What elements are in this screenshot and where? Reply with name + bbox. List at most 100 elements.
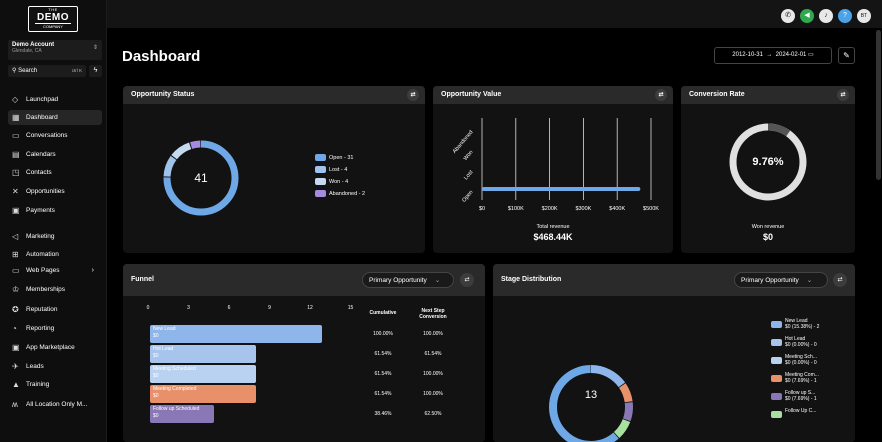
stage-pipeline-dropdown[interactable]: Primary Opportunity ⌄ [734, 272, 828, 288]
help-button[interactable]: ? [838, 9, 852, 23]
bar-open[interactable] [482, 187, 641, 191]
account-switcher[interactable]: Demo Account Glendale, CA ⇕ [8, 40, 102, 60]
legend-swatch [771, 393, 782, 400]
funnel-pipeline-dropdown[interactable]: Primary Opportunity ⌄ [362, 272, 454, 288]
date-range-picker[interactable]: 2012-10-31 → 2024-02-01 ▭ [714, 47, 832, 64]
sidebar-item-label: Payments [26, 207, 55, 214]
sidebar-item-training[interactable]: ▲ Training [8, 377, 102, 392]
sidebar-item-contacts[interactable]: ◳ Contacts [8, 165, 102, 180]
sidebar-item-label: Reputation [26, 306, 58, 313]
legend-item[interactable]: Abandoned - 2 [315, 190, 365, 197]
sidebar-item-launchpad[interactable]: ◇ Launchpad [8, 92, 102, 107]
funnel-bar[interactable]: Meeting Completed $0 [150, 385, 256, 403]
swap-icon: ⇄ [658, 92, 664, 98]
sidebar-item-opportunities[interactable]: ✕ Opportunities [8, 184, 102, 199]
nav-icon: ◁ [12, 232, 19, 241]
legend-item[interactable]: Meeting Com... $0 (7.69%) - 1 [771, 372, 819, 384]
sidebar-item-app-marketplace[interactable]: ▣ App Marketplace [8, 340, 102, 355]
donut-segment[interactable] [549, 365, 633, 442]
swap-button[interactable]: ⇄ [837, 89, 849, 101]
funnel-bar[interactable]: New Lead $0 [150, 325, 322, 343]
x-tick-label: $0 [479, 206, 485, 212]
conversion-rate-card: Conversion Rate ⇄ 9.76% Won revenue $0 [681, 86, 855, 253]
legend-item[interactable]: Won - 4 [315, 178, 348, 185]
sidebar-item-reporting[interactable]: ◔ Reporting [8, 321, 102, 336]
donut-segment[interactable] [549, 365, 633, 442]
swap-button[interactable]: ⇄ [655, 89, 667, 101]
card-title: Funnel [131, 276, 154, 283]
legend-item[interactable]: Follow Up C... [771, 408, 816, 418]
chevron-updown-icon: ⇕ [92, 45, 98, 51]
sidebar-item-calendars[interactable]: ▤ Calendars [8, 147, 102, 162]
sidebar-item-leads[interactable]: ✈ Leads [8, 359, 102, 374]
legend-item[interactable]: Hot Lead $0 (0.00%) - 0 [771, 336, 817, 348]
next-step-header: Next Step Conversion [419, 308, 447, 320]
legend-item[interactable]: Meeting Sch... $0 (0.00%) - 0 [771, 354, 817, 366]
nav-icon: ◇ [12, 95, 19, 104]
won-revenue-label: Won revenue [751, 224, 785, 230]
nav-icon: ▣ [12, 206, 20, 215]
next-step-value: 100.00% [423, 391, 443, 397]
sidebar-item-payments[interactable]: ▣ Payments [8, 203, 102, 218]
megaphone-button[interactable]: ◀ [800, 9, 814, 23]
sidebar-item-web-pages[interactable]: ▭ Web Pages › [8, 263, 102, 278]
donut-segment[interactable] [549, 365, 633, 442]
legend-item[interactable]: Follow up S... $0 (7.69%) - 1 [771, 390, 817, 402]
nav-icon: ⊞ [12, 250, 19, 259]
search-button[interactable]: ⚲ Search ctrl K [8, 65, 86, 77]
funnel-axis-label: 6 [227, 305, 231, 311]
stage-donut [549, 365, 633, 442]
funnel-axis-label: 0 [146, 305, 150, 311]
sidebar-item-label: Reporting [26, 325, 55, 332]
y-category-label: Lost [463, 169, 475, 181]
sidebar-item-all-location-only-m[interactable]: ʍ All Location Only M... [8, 397, 102, 412]
bolt-icon: ϟ [93, 67, 98, 74]
edit-dashboard-button[interactable]: ✎ [838, 47, 855, 64]
donut-segment[interactable] [163, 140, 239, 216]
calendar-icon: ▭ [808, 52, 814, 58]
funnel-bar[interactable]: Meeting Scheduled $0 [150, 365, 256, 383]
swap-button[interactable]: ⇄ [407, 89, 419, 101]
value-bar-chart: $0 $100K $200K $300K $400K $500KAbandonedWonL… [452, 118, 659, 212]
x-tick-label: $400K [609, 206, 625, 212]
x-tick-label: $300K [575, 206, 591, 212]
chevron-down-icon: ⌄ [434, 277, 441, 284]
funnel-bar[interactable]: Hot Lead $0 [150, 345, 256, 363]
sidebar-item-label: Calendars [26, 151, 56, 158]
sidebar-item-conversations[interactable]: ▭ Conversations [8, 128, 102, 143]
x-tick-label: $500K [643, 206, 659, 212]
funnel-swap-button[interactable]: ⇄ [460, 273, 474, 287]
legend-item[interactable]: Open - 31 [315, 154, 353, 161]
notifications-button[interactable]: ♪ [819, 9, 833, 23]
funnel-bar[interactable]: Follow up Scheduled $0 [150, 405, 214, 423]
quick-actions-button[interactable]: ϟ [89, 65, 102, 77]
cumulative-value: 100.00% [373, 331, 393, 337]
sidebar-item-automation[interactable]: ⊞ Automation [8, 247, 102, 262]
sidebar-item-reputation[interactable]: ✪ Reputation [8, 302, 102, 317]
stage-swap-button[interactable]: ⇄ [833, 273, 847, 287]
stage-total: 13 [584, 389, 598, 401]
nav-icon: ✈ [12, 362, 19, 371]
nav-icon: ʍ [12, 400, 18, 409]
legend-swatch [315, 166, 326, 173]
sidebar-item-marketing[interactable]: ◁ Marketing [8, 229, 102, 244]
user-avatar[interactable]: BT [857, 9, 871, 23]
sidebar-item-dashboard[interactable]: ▦ Dashboard [8, 110, 102, 125]
sidebar-item-label: Training [26, 381, 50, 388]
sidebar-item-memberships[interactable]: ♔ Memberships [8, 282, 102, 297]
card-title: Opportunity Value [441, 91, 502, 98]
opportunity-value-card: Opportunity Value ⇄ $0 $100K $200K $300K $400… [433, 86, 673, 253]
company-logo[interactable]: THE DEMO COMPANY [28, 6, 78, 32]
sidebar-item-label: App Marketplace [26, 344, 75, 351]
card-title: Stage Distribution [501, 276, 562, 283]
pencil-icon: ✎ [843, 51, 850, 60]
nav-icon: ▦ [12, 113, 20, 122]
card-title: Conversion Rate [689, 91, 745, 98]
nav-icon: ▭ [12, 131, 20, 140]
legend-item[interactable]: New Lead $0 (15.38%) - 2 [771, 318, 819, 330]
phone-button[interactable]: ✆ [781, 9, 795, 23]
won-revenue-value: $0 [762, 232, 773, 242]
page-scrollbar[interactable] [876, 30, 881, 180]
sidebar-item-label: Leads [26, 363, 44, 370]
legend-item[interactable]: Lost - 4 [315, 166, 347, 173]
